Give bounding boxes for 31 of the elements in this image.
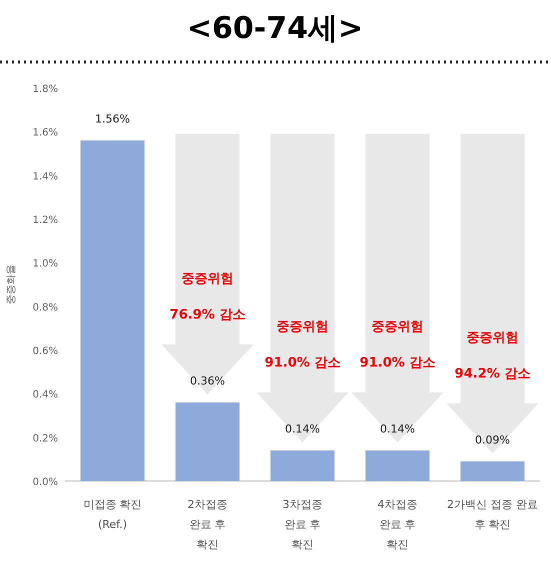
data-label: 0.09%: [475, 433, 510, 446]
text: 중증위험 76.9% 감소: [170, 271, 246, 322]
y-tick-label: 1.0%: [32, 258, 58, 270]
y-tick-label: 1.4%: [32, 171, 58, 182]
text: 중증위험 91.0% 감소: [264, 319, 340, 370]
data-label: 0.14%: [380, 422, 415, 436]
text: 중증위험 94.2% 감소: [454, 330, 530, 382]
x-tick-label: 4차접종 완료 후 확진: [378, 498, 418, 551]
bar: [80, 140, 144, 481]
x-tick-label: 3차접종 완료 후 확진: [282, 498, 322, 551]
bar: [460, 461, 524, 481]
y-tick-label: 0.0%: [32, 477, 58, 488]
y-tick-label: 0.4%: [32, 390, 58, 401]
y-axis-title: 중증화율: [6, 264, 17, 304]
data-label: 0.14%: [285, 422, 320, 436]
data-label: 1.56%: [95, 112, 130, 126]
y-tick-label: 1.6%: [32, 128, 58, 139]
x-tick-label: 2가백신 접종 완료 후 확진: [447, 498, 538, 531]
bar: [176, 402, 240, 481]
chart-title: <60-74세>: [186, 11, 364, 46]
text: 중증위험 91.0% 감소: [360, 319, 436, 370]
y-tick-label: 0.8%: [32, 302, 58, 314]
x-tick-label: 2차접종 완료 후 확진: [188, 498, 228, 551]
y-tick-label: 1.2%: [32, 215, 58, 226]
x-tick-label: 미접종 확진 (Ref.): [83, 498, 142, 531]
y-tick-label: 0.2%: [32, 433, 58, 444]
bar: [366, 450, 430, 481]
y-tick-label: 1.8%: [32, 84, 58, 95]
y-tick-label: 0.6%: [32, 346, 58, 357]
bar: [270, 450, 334, 481]
data-label: 0.36%: [190, 374, 225, 388]
